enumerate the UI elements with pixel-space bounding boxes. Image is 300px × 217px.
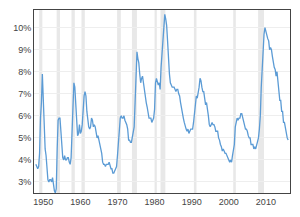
svg-text:3%: 3% xyxy=(18,177,31,187)
svg-text:8%: 8% xyxy=(18,67,31,77)
svg-text:5%: 5% xyxy=(18,133,31,143)
svg-text:1970: 1970 xyxy=(107,197,127,207)
svg-text:7%: 7% xyxy=(18,89,31,99)
svg-text:2000: 2000 xyxy=(219,197,239,207)
svg-text:2010: 2010 xyxy=(256,197,276,207)
svg-text:1990: 1990 xyxy=(182,197,202,207)
svg-text:1950: 1950 xyxy=(33,197,53,207)
svg-text:1980: 1980 xyxy=(145,197,165,207)
svg-text:1960: 1960 xyxy=(70,197,90,207)
svg-text:4%: 4% xyxy=(18,155,31,165)
svg-text:10%: 10% xyxy=(13,23,31,33)
svg-text:9%: 9% xyxy=(18,45,31,55)
svg-text:6%: 6% xyxy=(18,111,31,121)
